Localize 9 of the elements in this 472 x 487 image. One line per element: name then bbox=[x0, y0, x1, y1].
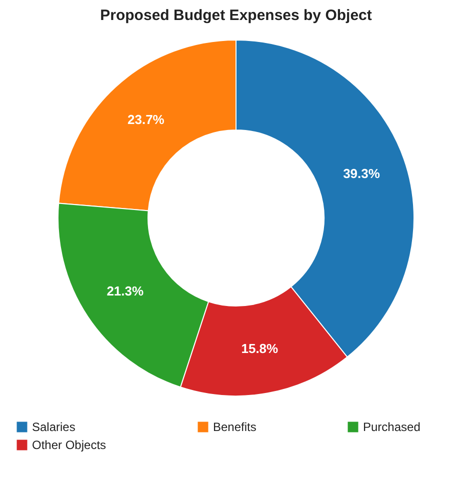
legend-label: Salaries bbox=[32, 420, 76, 434]
data-label: 21.3% bbox=[106, 283, 144, 298]
data-label: 23.7% bbox=[128, 112, 165, 128]
legend-label: Purchased bbox=[363, 420, 420, 434]
chart-title: Proposed Budget Expenses by Object bbox=[100, 7, 372, 24]
data-label: 39.3% bbox=[343, 166, 380, 181]
data-label: 15.8% bbox=[241, 340, 279, 356]
legend-label: Other Objects bbox=[32, 438, 106, 452]
legend-label: Benefits bbox=[213, 420, 256, 434]
